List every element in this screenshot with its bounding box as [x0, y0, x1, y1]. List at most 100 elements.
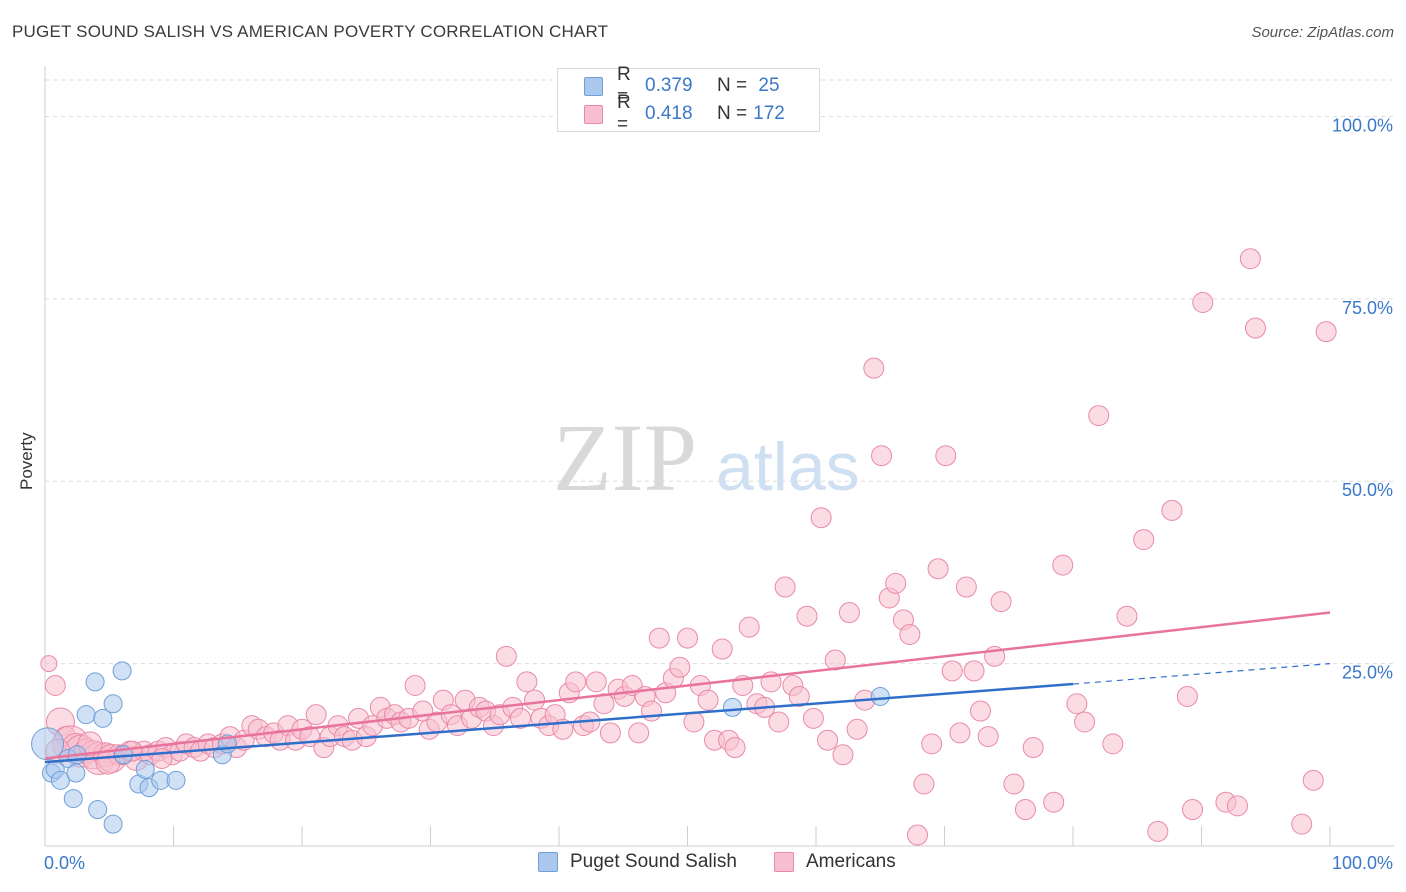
point-puget-sound-salish [722, 697, 742, 717]
point-americans [1066, 693, 1088, 715]
n-value: 25 [758, 75, 780, 96]
grid [45, 79, 1394, 665]
legend-row-puget-sound-salish: R = 0.379 N = 25 [584, 64, 789, 107]
point-americans [963, 660, 985, 682]
legend-swatch-americans [584, 104, 603, 124]
point-americans [863, 357, 885, 379]
point-americans [599, 722, 621, 744]
point-americans [1102, 733, 1124, 755]
correlation-legend: R = 0.379 N = 25 R = 0.418 N = 172 [557, 64, 820, 135]
point-americans [921, 733, 943, 755]
point-americans [885, 572, 907, 594]
point-americans [913, 773, 935, 795]
point-americans [788, 685, 810, 707]
point-americans [941, 660, 963, 682]
point-americans [1244, 317, 1266, 339]
point-americans [495, 645, 517, 667]
point-americans [724, 737, 746, 759]
point-americans [1074, 711, 1096, 733]
x-tick-label: 0.0% [44, 853, 85, 873]
point-americans [832, 744, 854, 766]
point-puget-sound-salish [103, 814, 123, 834]
point-americans [768, 711, 790, 733]
point-americans [404, 675, 426, 697]
point-americans [697, 689, 719, 711]
point-americans [969, 700, 991, 722]
point-americans [907, 824, 929, 846]
r-label: R = [617, 92, 631, 135]
point-americans [669, 656, 691, 678]
point-americans [677, 627, 698, 649]
legend-swatch-puget-sound-salish [538, 852, 558, 872]
point-americans [1192, 292, 1214, 314]
y-tick-label: 100.0% [1332, 115, 1393, 135]
point-americans [1133, 529, 1155, 551]
point-americans [1022, 737, 1044, 759]
trendline-americans [44, 611, 1331, 760]
point-puget-sound-salish [66, 763, 86, 783]
point-americans [641, 700, 663, 722]
legend-swatch-americans [774, 852, 794, 872]
point-americans [796, 605, 818, 627]
legend-label: Puget Sound Salish [570, 851, 737, 872]
point-americans [585, 671, 607, 693]
point-americans [846, 718, 868, 740]
legend-row-americans: R = 0.418 N = 172 [584, 92, 789, 135]
point-americans [738, 616, 760, 638]
legend-swatch-puget-sound-salish [584, 76, 603, 96]
data-points [31, 248, 1337, 846]
point-americans [817, 729, 839, 751]
source-label: Source: ZipAtlas.com [1251, 24, 1394, 41]
legend-item-puget-sound-salish: Puget Sound Salish [538, 851, 737, 873]
legend-label: Americans [806, 851, 896, 872]
point-puget-sound-salish [166, 770, 186, 790]
point-americans [40, 655, 58, 673]
trendline-puget-sound-salish [44, 682, 1074, 764]
point-americans [927, 558, 949, 580]
trend-lines [44, 611, 1331, 764]
point-americans [1014, 799, 1036, 821]
trendline-extension-puget-sound-salish [1072, 663, 1331, 685]
n-value: 172 [753, 103, 785, 124]
point-americans [516, 671, 538, 693]
point-americans [305, 704, 327, 726]
tick-labels: 25.0% 50.0% 75.0% 100.0% 0.0% 100.0% [44, 115, 1393, 873]
point-puget-sound-salish [31, 727, 65, 761]
point-americans [524, 689, 546, 711]
point-americans [1161, 499, 1183, 521]
point-americans [44, 675, 66, 697]
point-americans [810, 507, 832, 529]
point-americans [509, 707, 531, 729]
watermark-zip: ZIP [553, 404, 697, 511]
point-americans [683, 711, 705, 733]
y-tick-label: 75.0% [1342, 298, 1393, 318]
legend-item-americans: Americans [774, 851, 896, 873]
point-americans [871, 445, 893, 467]
point-americans [1302, 769, 1324, 791]
point-puget-sound-salish [103, 694, 123, 714]
point-puget-sound-salish [88, 800, 108, 820]
n-label: N = [717, 103, 748, 124]
series-legend: Puget Sound Salish Americans [0, 851, 1406, 879]
x-tick-label: 100.0% [1332, 853, 1393, 873]
point-puget-sound-salish [112, 661, 132, 681]
point-americans [1052, 554, 1074, 576]
n-label: N = [717, 75, 748, 96]
point-puget-sound-salish [870, 686, 890, 706]
axes [44, 66, 1394, 847]
watermark: ZIP atlas [553, 404, 860, 511]
point-americans [1088, 405, 1110, 427]
point-puget-sound-salish [76, 705, 96, 725]
point-puget-sound-salish [50, 770, 70, 790]
point-americans [1043, 791, 1065, 813]
point-americans [1003, 773, 1025, 795]
point-puget-sound-salish [93, 708, 113, 728]
point-americans [1116, 605, 1138, 627]
point-americans [1291, 813, 1313, 835]
point-americans [949, 722, 971, 744]
point-americans [899, 623, 921, 645]
point-americans [628, 722, 650, 744]
y-tick-label: 25.0% [1342, 663, 1393, 683]
point-americans [1239, 248, 1261, 270]
